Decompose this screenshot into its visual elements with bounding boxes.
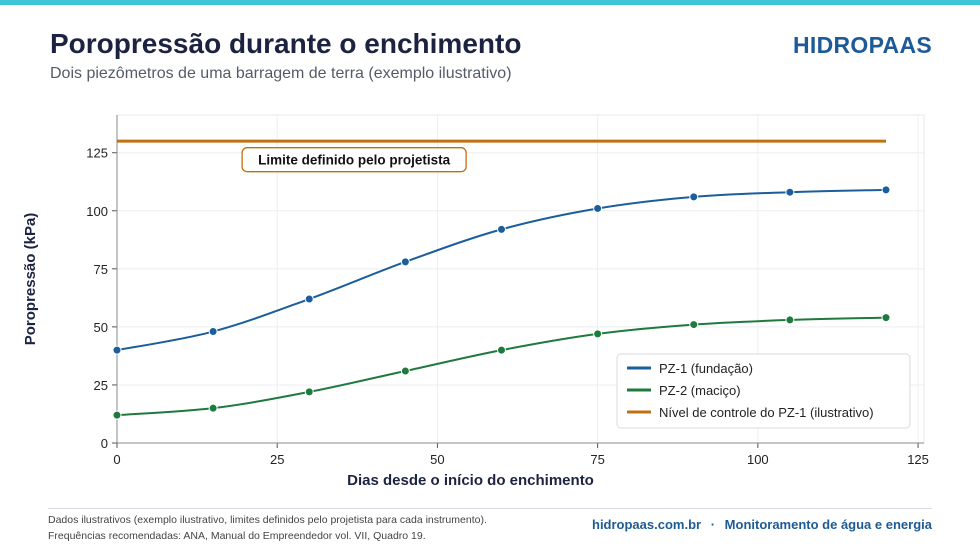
y-tick-label: 0 (101, 436, 108, 451)
data-point (208, 327, 218, 337)
x-tick-label: 25 (270, 452, 284, 467)
brand-logo: HIDROPAAS (792, 32, 932, 58)
data-point (689, 320, 699, 330)
chart-legend: PZ-1 (fundação) PZ-2 (maciço) Nível de con… (616, 353, 911, 429)
y-axis-label: Poropressão (kPa) (22, 213, 39, 346)
data-point (304, 387, 314, 397)
data-point (497, 345, 506, 355)
footer-tagline: Monitoramento de água e energia (724, 517, 932, 532)
x-axis-label: Dias desde o início do enchimento (347, 472, 594, 489)
data-point (400, 257, 410, 267)
footer-separator: · (710, 517, 716, 532)
data-point (208, 403, 218, 413)
chart-subtitle: Dois piezômetros de uma barragem de terr… (50, 65, 512, 82)
data-point (593, 203, 603, 213)
y-tick-label: 25 (94, 378, 108, 393)
top-accent-bar (0, 0, 980, 5)
chart-title: Poropressão durante o enchimento (50, 28, 522, 59)
legend-label: PZ-2 (maciço) (659, 383, 741, 398)
x-tick-label: 0 (113, 452, 120, 467)
x-tick-label: 50 (430, 452, 444, 467)
footer-divider (48, 508, 932, 509)
data-point (785, 187, 795, 197)
data-point (593, 329, 603, 339)
series-line-1 (116, 188, 887, 352)
data-point (881, 185, 891, 195)
data-point (304, 294, 314, 304)
x-tick-label: 75 (590, 452, 604, 467)
data-point (785, 315, 795, 325)
footer-site-link[interactable]: hidropaas.com.br (592, 517, 702, 532)
y-tick-label: 100 (86, 204, 108, 219)
x-tick-label: 100 (747, 452, 769, 467)
legend-label: PZ-1 (fundação) (659, 361, 753, 376)
annotation-label: Limite definido pelo projetista (241, 147, 467, 173)
annotation-text: Limite definido pelo projetista (258, 153, 451, 168)
data-point (400, 366, 410, 376)
legend-box (616, 353, 911, 429)
x-tick-label: 125 (907, 452, 929, 467)
data-point (497, 224, 506, 234)
footer-brand-line: hidropaas.com.br · Monitoramento de água… (592, 517, 932, 532)
data-point (881, 313, 891, 323)
annotation-box (241, 147, 467, 173)
y-tick-label: 125 (86, 146, 108, 161)
data-point (112, 345, 122, 355)
data-point (112, 410, 122, 420)
footer-note-1: Dados ilustrativos (exemplo ilustrativo,… (48, 514, 487, 526)
y-tick-label: 75 (94, 262, 108, 277)
legend-label: Nível de controle do PZ-1 (ilustrativo) (659, 405, 874, 420)
data-point (689, 192, 699, 202)
footer-note-2: Frequências recomendadas: ANA, Manual do… (48, 530, 426, 542)
y-tick-label: 50 (94, 320, 108, 335)
